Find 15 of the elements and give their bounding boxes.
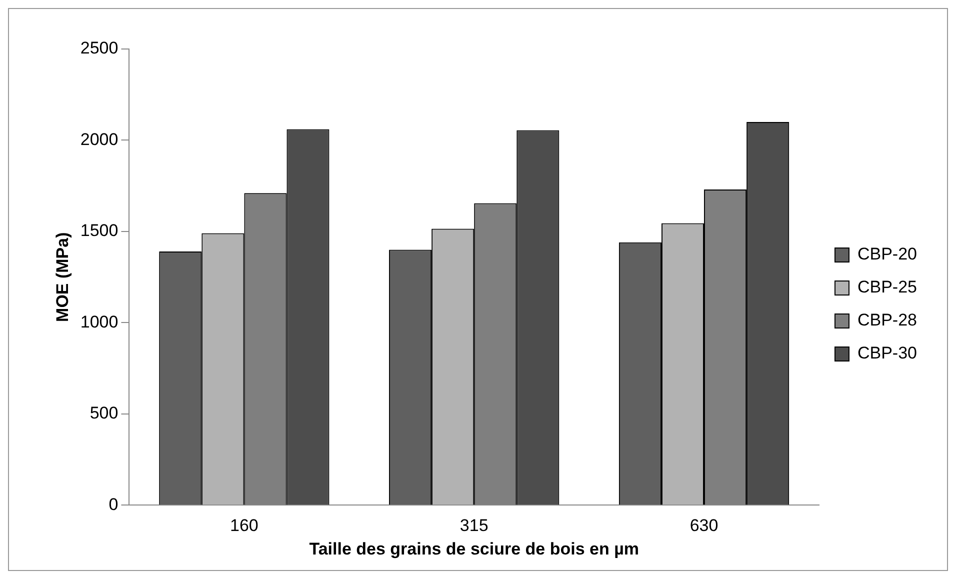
- legend-label: CBP-25: [857, 278, 918, 297]
- y-tick-label: 2000: [80, 130, 118, 149]
- x-tick-label: 315: [460, 516, 488, 536]
- y-axis-title: MOE (MPa): [52, 232, 72, 322]
- x-tick-label: 630: [690, 516, 718, 536]
- y-tick-label: 0: [108, 494, 118, 514]
- x-axis-title: Taille des grains de sciure de bois en µm: [309, 539, 639, 558]
- y-tick-label: 1000: [80, 312, 118, 332]
- legend-label: CBP-28: [857, 310, 918, 330]
- legend-label: CBP-20: [857, 244, 918, 264]
- legend-label: CBP-30: [857, 344, 918, 363]
- x-tick-label: 160: [230, 516, 258, 536]
- y-tick-label: 500: [90, 404, 118, 423]
- y-tick-label: 2500: [80, 38, 118, 58]
- y-tick-label: 1500: [80, 221, 118, 240]
